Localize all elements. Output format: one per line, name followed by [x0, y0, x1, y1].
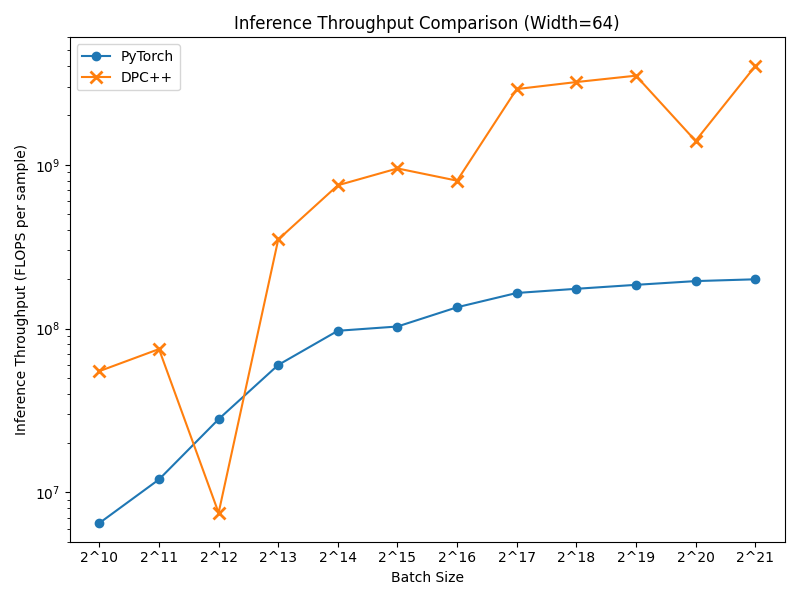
DPC++	[571, 79, 581, 86]
DPC++	[393, 165, 402, 172]
PyTorch	[512, 289, 522, 296]
PyTorch	[393, 323, 402, 330]
DPC++	[214, 509, 223, 517]
Y-axis label: Inference Throughput (FLOPS per sample): Inference Throughput (FLOPS per sample)	[15, 144, 29, 435]
DPC++	[154, 346, 164, 353]
PyTorch	[690, 277, 700, 284]
PyTorch	[750, 275, 760, 283]
PyTorch	[452, 304, 462, 311]
Line: PyTorch: PyTorch	[95, 275, 759, 527]
DPC++	[512, 85, 522, 92]
PyTorch	[571, 285, 581, 292]
DPC++	[690, 137, 700, 145]
DPC++	[274, 236, 283, 243]
DPC++	[333, 182, 342, 189]
Legend: PyTorch, DPC++: PyTorch, DPC++	[77, 44, 180, 91]
PyTorch	[274, 361, 283, 368]
Line: DPC++: DPC++	[94, 61, 761, 518]
PyTorch	[94, 520, 104, 527]
PyTorch	[333, 327, 342, 334]
PyTorch	[154, 476, 164, 483]
DPC++	[94, 368, 104, 375]
PyTorch	[631, 281, 641, 289]
DPC++	[631, 72, 641, 79]
DPC++	[452, 177, 462, 184]
X-axis label: Batch Size: Batch Size	[390, 571, 464, 585]
DPC++	[750, 62, 760, 70]
PyTorch	[214, 416, 223, 423]
Title: Inference Throughput Comparison (Width=64): Inference Throughput Comparison (Width=6…	[234, 15, 620, 33]
